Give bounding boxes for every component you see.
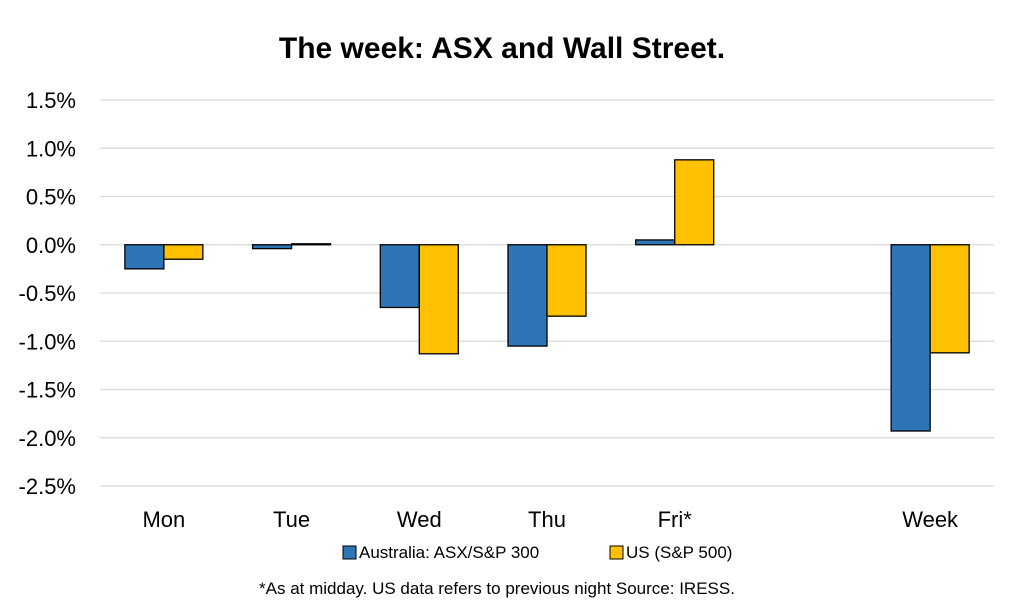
bar-australia-mon [124, 244, 165, 270]
bar-us-thu [546, 244, 587, 317]
y-tick-label: -0.5% [19, 281, 76, 306]
bar-us-mon [163, 244, 204, 260]
y-tick-label: -2.5% [19, 474, 76, 499]
legend-swatch-us [609, 545, 624, 560]
y-tick-label: 1.0% [26, 136, 76, 161]
bar-australia-thu [507, 244, 548, 347]
bar-us-week [929, 244, 970, 354]
x-category-label: Mon [142, 507, 185, 532]
y-tick-label: -1.0% [19, 329, 76, 354]
y-tick-label: 1.5% [26, 88, 76, 113]
y-tick-label: -1.5% [19, 378, 76, 403]
legend-label-australia: Australia: ASX/S&P 300 [359, 543, 539, 562]
bar-australia-tue [251, 244, 293, 250]
y-tick-label: -2.0% [19, 426, 76, 451]
x-category-label: Fri* [658, 507, 693, 532]
y-tick-label: 0.5% [26, 185, 76, 210]
x-category-label: Wed [397, 507, 442, 532]
bar-australia-week [890, 244, 931, 432]
chart-title: The week: ASX and Wall Street. [279, 32, 725, 65]
x-axis-categories: Mon Tue Wed Thu Fri* Week [142, 507, 959, 532]
bar-australia-wed [379, 244, 420, 309]
x-category-label: Thu [528, 507, 566, 532]
footnote: *As at midday. US data refers to previou… [259, 579, 735, 598]
x-category-label: Tue [273, 507, 310, 532]
x-category-label: Week [902, 507, 959, 532]
y-axis-ticks: 1.5% 1.0% 0.5% 0.0% -0.5% -1.0% -1.5% -2.0% -2.5… [19, 88, 76, 499]
bar-us-fri [674, 159, 715, 246]
bar-us-wed [418, 244, 459, 355]
legend-swatch-australia [342, 545, 357, 560]
bar-us-tue [290, 243, 332, 246]
bars [124, 159, 970, 432]
bar-australia-fri [635, 239, 676, 246]
y-tick-label: 0.0% [26, 233, 76, 258]
legend-label-us: US (S&P 500) [626, 543, 732, 562]
legend: Australia: ASX/S&P 300 US (S&P 500) [342, 543, 732, 562]
